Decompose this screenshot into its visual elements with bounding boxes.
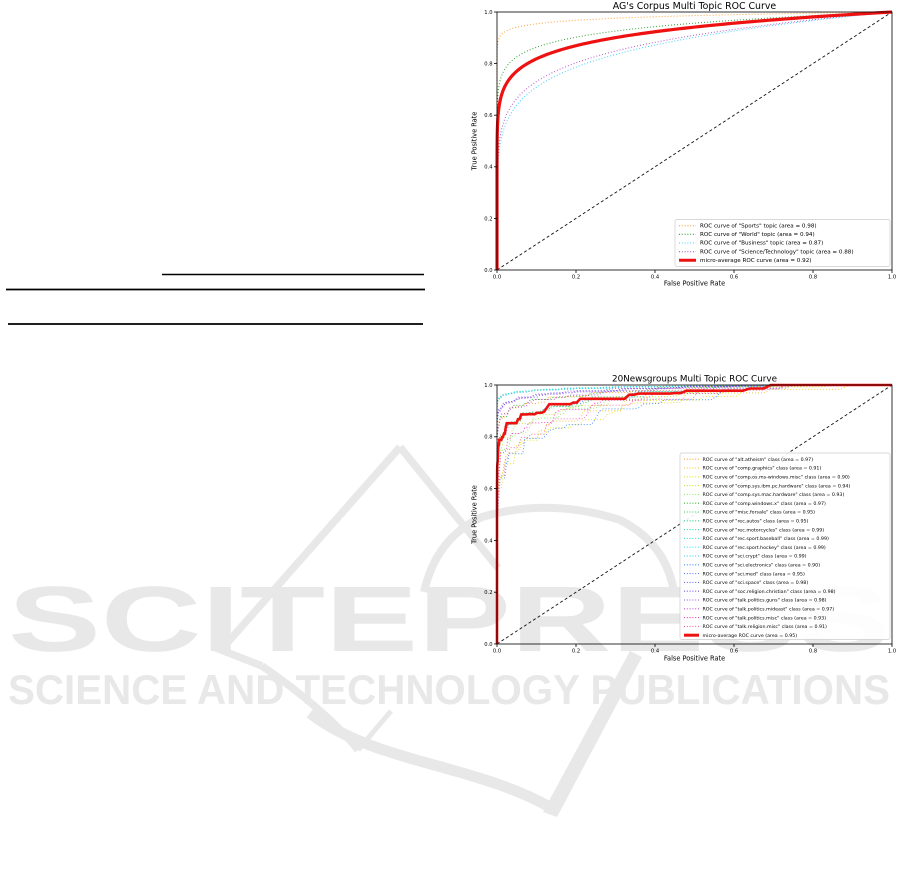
legend-box [679, 452, 891, 640]
legend-entry-label: ROC curve of "sci.electronics" class (ar… [703, 563, 821, 569]
axes-box [496, 11, 893, 271]
roc-curve [496, 11, 893, 270]
chart-title: AG's Corpus Multi Topic ROC Curve [613, 1, 777, 12]
x-tick-label: 0.0 [493, 275, 501, 281]
legend-entry-label: ROC curve of "rec.sport.hockey" class (a… [703, 545, 826, 551]
legend-entry-label: ROC curve of "comp.graphics" class (area… [703, 466, 822, 472]
roc-curve [496, 384, 892, 644]
legend-entry-label: ROC curve of "sci.med" class (area = 0.9… [703, 571, 805, 577]
y-tick-label: 0.4 [484, 538, 493, 544]
legend-entry-label: ROC curve of "rec.autos" class (area = 0… [703, 519, 809, 525]
x-tick-label: 0.6 [730, 649, 738, 655]
legend-entry-label: ROC curve of "sci.crypt" class (area = 0… [703, 554, 807, 560]
legend-entry-label: ROC curve of "talk.politics.misc" class … [703, 615, 827, 621]
legend-entry-label: ROC curve of "comp.sys.ibm.pc.hardware" … [703, 483, 851, 489]
roc-curve [496, 384, 892, 644]
y-tick-label: 0.2 [484, 216, 492, 222]
x-tick-label: 0.2 [572, 649, 580, 655]
micro-average-curve [495, 10, 893, 270]
roc-curve [496, 11, 893, 270]
legend-entry-label: ROC curve of "talk.politics.mideast" cla… [703, 607, 835, 613]
figure-20newsgroups-roc: 20Newsgroups Multi Topic ROC Curve 0.0 0.2… [471, 375, 897, 663]
legend-entry-label: micro-average ROC curve (area = 0.95) [703, 633, 798, 639]
roc-curve [496, 384, 892, 644]
watermark-swoosh-icon [306, 708, 551, 811]
y-tick-label: 1.0 [484, 10, 492, 16]
x-tick-label: 0.8 [809, 275, 817, 281]
legend-entry-label: ROC curve of "Business" topic (area = 0.… [700, 241, 823, 247]
legend-entry-label: ROC curve of "misc.forsale" class (area … [703, 510, 816, 516]
watermark-kite-right-edge-icon [397, 444, 501, 571]
legend-entry-label: ROC curve of "comp.os.ms-windows.misc" c… [703, 475, 850, 481]
legend-entry-label: ROC curve of "soc.religion.christian" cl… [703, 589, 836, 595]
y-axis-label: True Positive Rate [471, 485, 479, 545]
axes-box [496, 384, 893, 645]
watermark-kite-left-edge-icon [214, 444, 403, 670]
legend-entry-label: micro-average ROC curve (area = 0.92) [700, 258, 811, 264]
x-axis-label: False Positive Rate [664, 655, 725, 663]
legend-entry-label: ROC curve of "Science/Technology" topic … [700, 249, 854, 255]
legend-entry-label: ROC curve of "comp.windows.x" class (are… [703, 501, 826, 507]
x-tick-label: 0.2 [572, 275, 580, 281]
roc-curve [496, 384, 892, 644]
x-tick-label: 0.6 [730, 275, 738, 281]
x-tick-label: 0.8 [809, 649, 817, 655]
x-tick-label: 1.0 [888, 275, 896, 281]
y-tick-label: 0.6 [484, 113, 492, 119]
legend-entry-label: ROC curve of "comp.sys.mac.hardware" cla… [703, 492, 845, 498]
roc-curve [496, 384, 892, 644]
chart-title: 20Newsgroups Multi Topic ROC Curve [612, 375, 777, 385]
legend-entry-label: ROC curve of "talk.religion.misc" class … [703, 624, 828, 630]
roc-curve [496, 384, 892, 644]
y-tick-label: 0.0 [484, 642, 492, 648]
x-tick-label: 0.4 [651, 275, 660, 281]
legend-entry-label: ROC curve of "sci.space" class (area = 0… [703, 580, 809, 586]
legend-entry-label: ROC curve of "talk.politics.guns" class … [703, 598, 827, 604]
roc-curve [496, 384, 892, 644]
legend-box [674, 219, 891, 267]
y-axis-label: True Positive Rate [471, 112, 479, 172]
x-axis-label: False Positive Rate [664, 280, 725, 288]
y-tick-label: 1.0 [484, 383, 492, 389]
x-tick-label: 0.4 [651, 649, 660, 655]
legend-entry-label: ROC curve of "rec.sport.baseball" class … [703, 536, 829, 542]
watermark-arc-icon [420, 503, 678, 593]
figure-ag-corpus-roc: AG's Corpus Multi Topic ROC Curve 0.0 0.2 0… [471, 1, 897, 288]
x-tick-label: 0.0 [493, 649, 501, 655]
micro-average-curve [495, 383, 892, 644]
legend-entry-label: ROC curve of "alt.atheism" class (area =… [703, 457, 814, 463]
x-tick-label: 1.0 [888, 649, 896, 655]
legend-entry-label: ROC curve of "rec.motorcycles" class (ar… [703, 527, 825, 533]
legend-entry-label: ROC curve of "Sports" topic (area = 0.98… [700, 223, 817, 229]
y-tick-label: 0.8 [484, 435, 492, 441]
y-tick-label: 0.6 [484, 487, 492, 493]
legend-entry-label: ROC curve of "World" topic (area = 0.94) [700, 232, 815, 238]
y-tick-label: 0.0 [484, 268, 492, 274]
watermark-check-icon [543, 651, 642, 817]
y-tick-label: 0.2 [484, 590, 492, 596]
y-tick-label: 0.4 [484, 165, 493, 171]
y-tick-label: 0.8 [484, 62, 492, 68]
table-rules [6, 273, 425, 325]
watermark-subtitle-text: SCIENCE AND TECHNOLOGY PUBLICATIONS [8, 666, 890, 713]
